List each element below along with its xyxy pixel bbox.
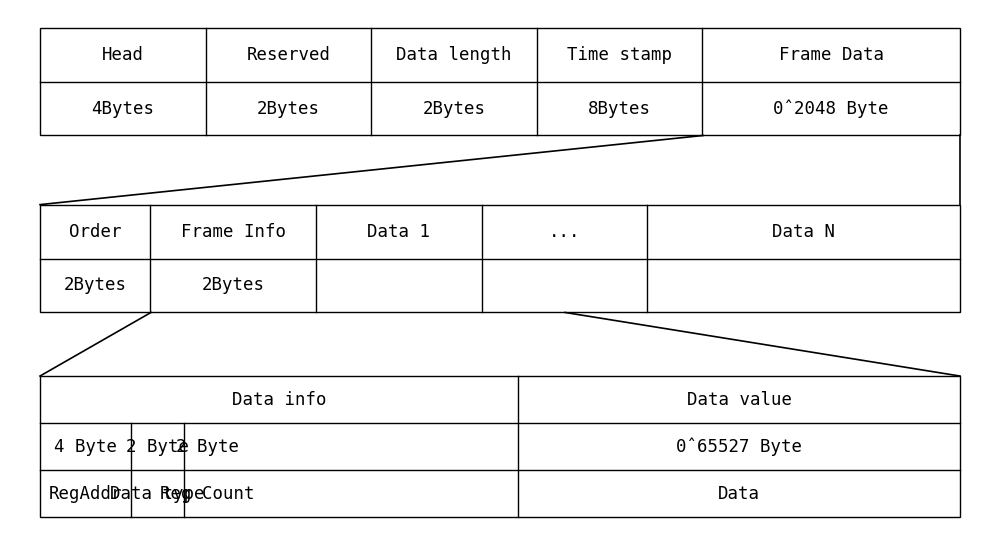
Text: 2Bytes: 2Bytes <box>202 276 265 295</box>
Text: 2Bytes: 2Bytes <box>64 276 127 295</box>
Text: Head: Head <box>102 45 144 64</box>
Text: 0ˆ2048 Byte: 0ˆ2048 Byte <box>773 100 889 118</box>
Text: Data 1: Data 1 <box>367 222 430 241</box>
Text: 8Bytes: 8Bytes <box>588 100 651 118</box>
Text: Data info: Data info <box>232 390 326 409</box>
Bar <box>40 205 960 312</box>
Text: Data type: Data type <box>110 484 204 503</box>
Text: Frame Data: Frame Data <box>779 45 884 64</box>
Text: Reserved: Reserved <box>246 45 330 64</box>
Text: 2Bytes: 2Bytes <box>422 100 486 118</box>
Text: 2Bytes: 2Bytes <box>257 100 320 118</box>
Bar <box>40 28 960 135</box>
Text: 4Bytes: 4Bytes <box>91 100 154 118</box>
Text: Data length: Data length <box>396 45 512 64</box>
Text: 2 Byte: 2 Byte <box>126 437 189 456</box>
Text: Data: Data <box>718 484 760 503</box>
Text: Time stamp: Time stamp <box>567 45 672 64</box>
Text: Order: Order <box>69 222 121 241</box>
Text: 0ˆ65527 Byte: 0ˆ65527 Byte <box>676 437 802 456</box>
Text: ...: ... <box>549 222 580 241</box>
Text: Data value: Data value <box>687 390 792 409</box>
Text: 2 Byte: 2 Byte <box>176 437 239 456</box>
Text: Data N: Data N <box>772 222 835 241</box>
Text: RegAddr: RegAddr <box>49 484 122 503</box>
Text: Reg Count: Reg Count <box>160 484 255 503</box>
Text: Frame Info: Frame Info <box>181 222 286 241</box>
Text: 4 Byte: 4 Byte <box>54 437 117 456</box>
Bar <box>40 376 960 517</box>
